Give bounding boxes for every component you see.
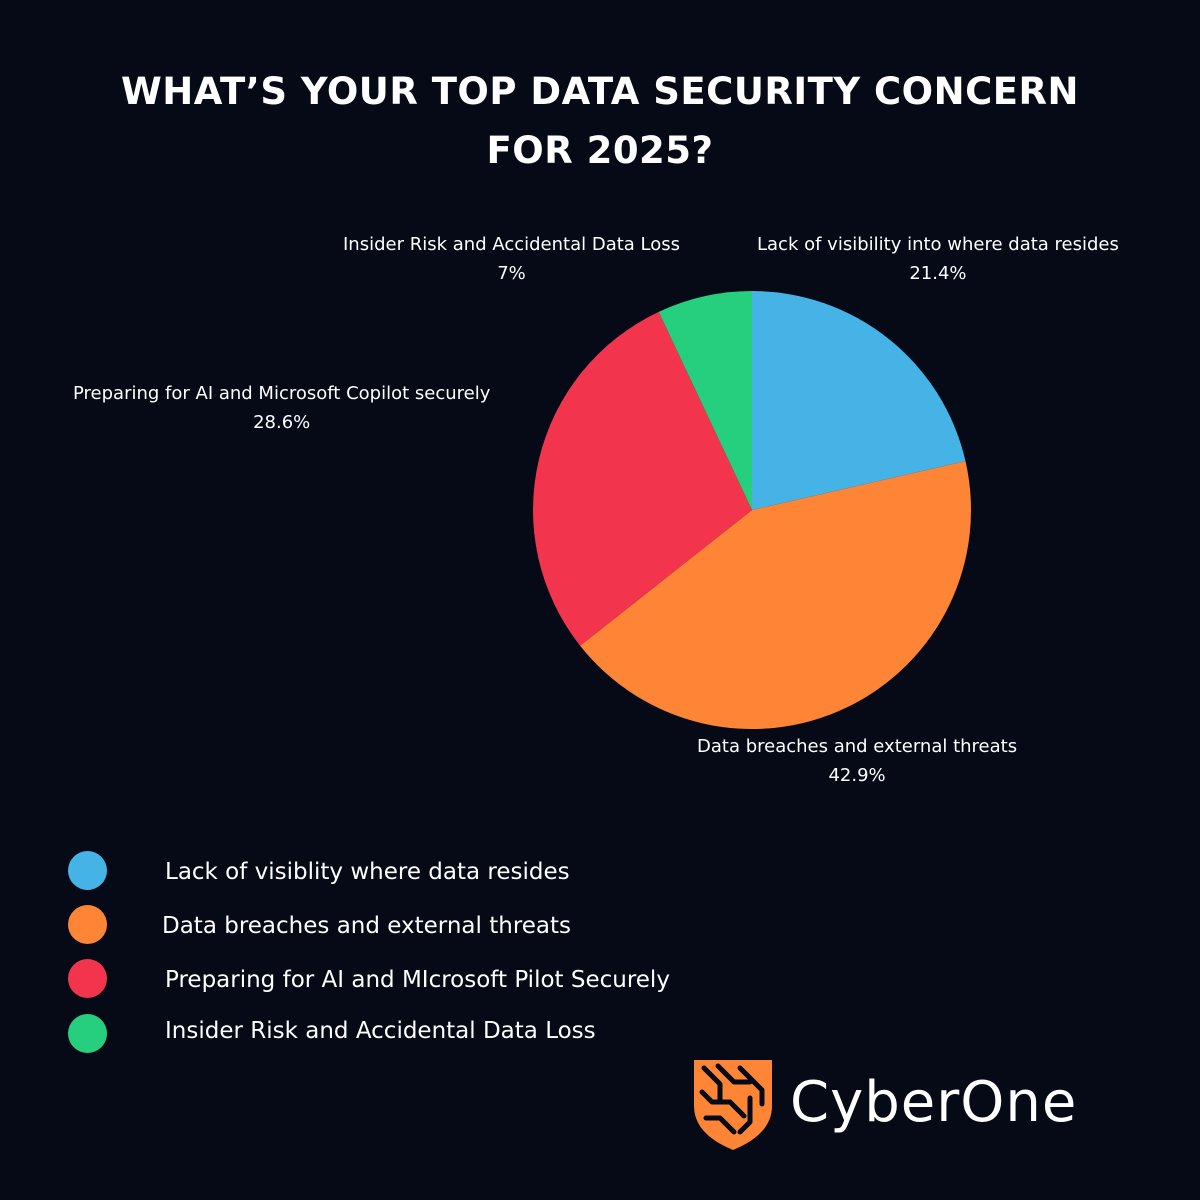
legend-item-breaches: Data breaches and external threats: [68, 905, 768, 945]
slice-label-insider-risk-name: Insider Risk and Accidental Data Loss: [343, 234, 681, 255]
brand-logo: CyberOne: [690, 1056, 1150, 1156]
pie-slice-breaches: [580, 461, 972, 730]
legend-item-insider-risk: Insider Risk and Accidental Data Loss: [68, 1014, 768, 1054]
legend-item-ai-copilot: Preparing for AI and MIcrosoft Pilot Sec…: [68, 959, 768, 999]
legend-dot-insider-risk: [68, 1014, 107, 1053]
legend-dot-breaches: [68, 905, 107, 944]
slice-label-ai-copilot-name: Preparing for AI and Microsoft Copilot s…: [73, 383, 491, 404]
pie-slice-visibility: [752, 291, 966, 510]
shield-circuit-icon: [694, 1060, 772, 1150]
slice-label-visibility-value: 21.4%: [909, 263, 967, 284]
legend-label-visibility: Lack of visiblity where data resides: [165, 859, 570, 885]
pie-slice-insider-risk: [658, 291, 752, 510]
slice-label-breaches-value: 42.9%: [828, 765, 886, 786]
slice-label-visibility-name: Lack of visibility into where data resid…: [757, 234, 1119, 255]
chart-title-line-1: WHAT’S YOUR TOP DATA SECURITY CONCERN: [120, 70, 1079, 113]
brand-name: CyberOne: [790, 1070, 1078, 1135]
slice-label-ai-copilot-value: 28.6%: [253, 412, 311, 433]
chart-title: WHAT’S YOUR TOP DATA SECURITY CONCERN FO…: [0, 62, 1200, 180]
slice-label-insider-risk-value: 7%: [497, 263, 526, 284]
slice-label-visibility: Lack of visibility into where data resid…: [757, 230, 1119, 288]
legend-dot-visibility: [68, 851, 107, 890]
legend-label-breaches: Data breaches and external threats: [162, 913, 572, 939]
slice-label-insider-risk: Insider Risk and Accidental Data Loss 7%: [343, 230, 680, 288]
slice-label-ai-copilot: Preparing for AI and Microsoft Copilot s…: [73, 379, 490, 437]
legend-item-visibility: Lack of visiblity where data resides: [68, 851, 768, 891]
pie-slice-ai-copilot: [532, 311, 752, 646]
legend-dot-ai-copilot: [68, 959, 107, 998]
legend-label-insider-risk: Insider Risk and Accidental Data Loss: [165, 1018, 596, 1044]
slice-label-breaches-name: Data breaches and external threats: [697, 736, 1018, 757]
slice-label-breaches: Data breaches and external threats 42.9%: [697, 732, 1017, 790]
chart-title-line-2: FOR 2025?: [486, 129, 714, 172]
legend-label-ai-copilot: Preparing for AI and MIcrosoft Pilot Sec…: [165, 967, 670, 993]
